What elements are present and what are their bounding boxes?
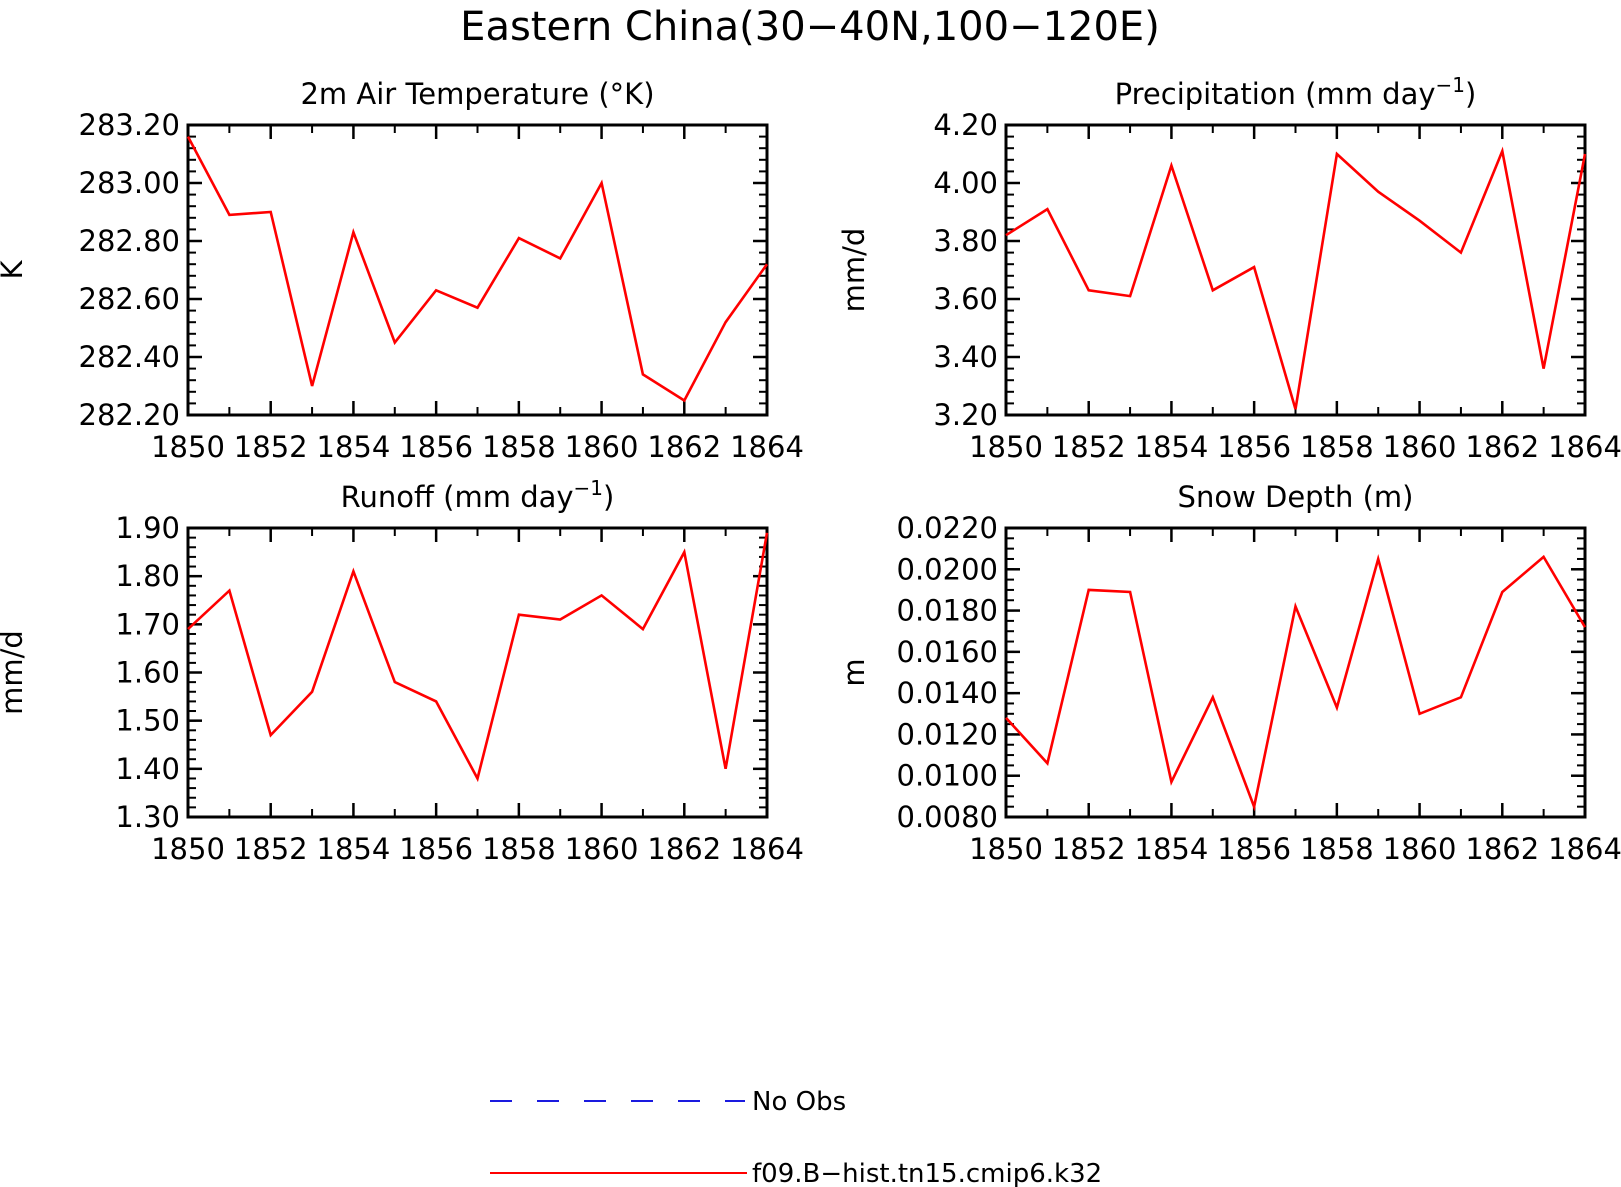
y-tick-label: 1.90 [115, 511, 180, 545]
x-tick-label: 1862 [647, 430, 721, 464]
y-tick-label: 3.60 [933, 282, 998, 316]
x-tick-label: 1854 [1135, 832, 1209, 866]
panel-title-main: Runoff (mm day [341, 480, 574, 514]
y-axis-label: mm/d [837, 228, 871, 313]
y-tick-label: 0.0100 [897, 759, 998, 793]
y-tick-label: 0.0080 [897, 800, 998, 834]
y-tick-label: 3.20 [933, 398, 998, 432]
panel-title: 2m Air Temperature (°K) [300, 77, 654, 111]
x-tick-label: 1864 [730, 832, 804, 866]
panel-title-suffix: ) [1465, 77, 1476, 111]
y-axis-label: K [0, 260, 29, 280]
y-tick-label: 283.20 [79, 108, 180, 142]
plot-frame [1004, 123, 1587, 417]
x-tick-label: 1850 [151, 832, 225, 866]
figure-title: Eastern China(30−40N,100−120E) [460, 4, 1160, 50]
y-tick-label: 282.40 [79, 340, 180, 374]
x-tick-label: 1856 [1217, 832, 1291, 866]
x-tick-label: 1858 [482, 832, 556, 866]
plot-frame [1004, 526, 1587, 819]
panel-air-temperature: 2m Air Temperature (°K) K 1850 1852 18541856… [0, 77, 804, 464]
panel-title: Snow Depth (m) [1178, 480, 1414, 514]
y-tick-label: 3.80 [933, 224, 998, 258]
y-tick-label: 282.60 [79, 282, 180, 316]
y-tick-label: 4.20 [933, 108, 998, 142]
y-tick-label: 0.0180 [897, 594, 998, 628]
series-line-model-run [1005, 554, 1587, 812]
y-tick-label: 0.0220 [897, 511, 998, 545]
plot-frame [186, 123, 769, 417]
y-tick-label: 4.00 [933, 166, 998, 200]
x-tick-label: 1858 [1300, 430, 1374, 464]
panel-title-main: Snow Depth (m) [1178, 480, 1414, 514]
x-tick-label: 1856 [399, 832, 473, 866]
x-tick-label: 1850 [969, 832, 1043, 866]
y-tick-label: 0.0140 [897, 676, 998, 710]
y-tick-label: 1.80 [115, 559, 180, 593]
x-tick-label: 1852 [234, 832, 308, 866]
y-tick-label: 1.60 [115, 656, 180, 690]
series-line-model-run [186, 135, 769, 403]
x-tick-label: 1858 [482, 430, 556, 464]
series-line-model-run [1005, 146, 1587, 410]
panel-runoff: Runoff (mm day−1) mm/d 1850 1852 1854 1856 185… [0, 476, 804, 866]
panel-title-main: 2m Air Temperature (°K) [300, 77, 654, 111]
y-tick-label: 0.0160 [897, 635, 998, 669]
y-tick-label: 3.40 [933, 340, 998, 374]
panel-precipitation: Precipitation (mm day−1) mm/d 1850 1852 1854… [837, 73, 1621, 464]
x-tick-label: 1862 [1465, 832, 1539, 866]
panels: 2m Air Temperature (°K)K1850185218541856… [0, 73, 1621, 866]
y-tick-label: 1.50 [115, 704, 180, 738]
legend-label-no-obs: No Obs [752, 1087, 846, 1117]
panel-title-superscript: −1 [574, 476, 603, 500]
legend: No Obs f09.B−hist.tn15.cmip6.k32 [490, 1087, 1102, 1187]
x-tick-label: 1850 [969, 430, 1043, 464]
y-tick-label: 1.70 [115, 607, 180, 641]
legend-label-model-run: f09.B−hist.tn15.cmip6.k32 [752, 1159, 1102, 1187]
y-tick-label: 1.30 [115, 800, 180, 834]
y-tick-label: 283.00 [79, 166, 180, 200]
x-tick-label: 1860 [565, 832, 639, 866]
x-tick-label: 1856 [399, 430, 473, 464]
panel-title: Runoff (mm day−1) [341, 476, 615, 514]
panel-title: Precipitation (mm day−1) [1115, 73, 1477, 111]
x-tick-label: 1864 [1548, 832, 1621, 866]
x-tick-label: 1858 [1300, 832, 1374, 866]
x-tick-label: 1860 [1383, 832, 1457, 866]
y-tick-label: 0.0120 [897, 717, 998, 751]
y-tick-label: 282.20 [79, 398, 180, 432]
x-tick-label: 1862 [647, 832, 721, 866]
x-tick-label: 1864 [730, 430, 804, 464]
x-tick-label: 1854 [1135, 430, 1209, 464]
x-tick-label: 1864 [1548, 430, 1621, 464]
panel-title-main: Precipitation (mm day [1115, 77, 1436, 111]
x-tick-label: 1862 [1465, 430, 1539, 464]
y-tick-label: 0.0200 [897, 552, 998, 586]
panel-title-superscript: −1 [1436, 73, 1465, 97]
panel-title-suffix: ) [603, 480, 614, 514]
x-tick-label: 1856 [1217, 430, 1291, 464]
x-tick-label: 1860 [1383, 430, 1457, 464]
x-tick-label: 1854 [317, 430, 391, 464]
x-tick-label: 1852 [234, 430, 308, 464]
x-tick-label: 1852 [1052, 832, 1126, 866]
x-tick-label: 1854 [317, 832, 391, 866]
y-tick-label: 282.80 [79, 224, 180, 258]
x-tick-label: 1852 [1052, 430, 1126, 464]
x-tick-label: 1850 [151, 430, 225, 464]
x-tick-label: 1860 [565, 430, 639, 464]
y-axis-label: m [837, 658, 871, 686]
y-axis-label: mm/d [0, 630, 29, 715]
series-line-model-run [187, 532, 769, 783]
y-tick-label: 1.40 [115, 752, 180, 786]
